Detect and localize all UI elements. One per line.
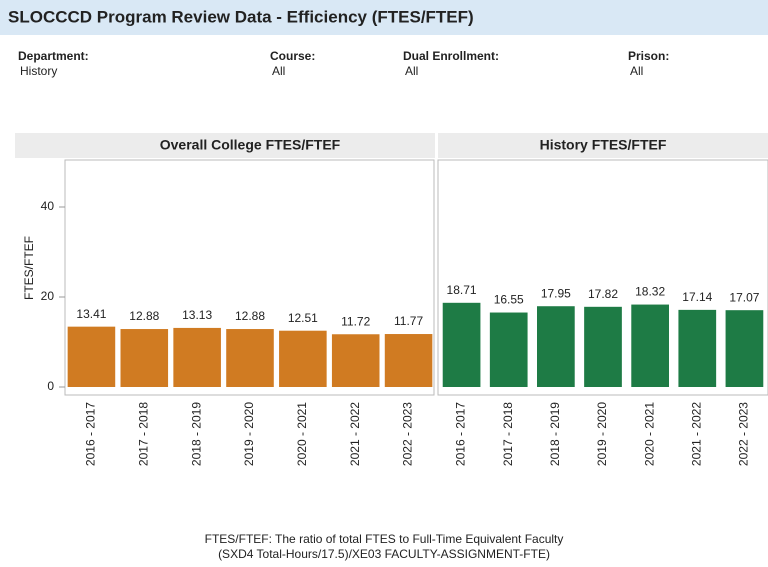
bar [279,330,327,387]
filter-label: Course: [270,49,315,63]
data-label: 12.88 [129,309,159,323]
filter-value[interactable]: History [20,64,57,78]
data-label: 18.71 [447,283,477,297]
bar [537,306,575,387]
x-tick-label: 2019 - 2020 [595,402,609,466]
x-tick-label: 2018 - 2019 [548,402,562,466]
data-label: 11.72 [341,314,370,328]
bar [584,306,622,387]
x-tick-label: 2019 - 2020 [242,402,256,466]
bar [120,329,169,387]
data-label: 13.13 [182,308,212,322]
y-tick-label: 40 [41,199,55,213]
data-label: 17.82 [588,287,618,301]
x-tick-label: 2022 - 2023 [737,402,751,466]
data-label: 13.41 [76,307,106,321]
footnote: FTES/FTEF: The ratio of total FTES to Fu… [205,532,564,546]
bar [725,310,764,387]
bar [226,329,274,387]
x-tick-label: 2016 - 2017 [454,402,468,466]
data-label: 17.95 [541,286,571,300]
bar [442,302,481,387]
data-label: 12.51 [288,311,318,325]
panel-header [15,133,435,158]
filter-value[interactable]: All [630,64,643,78]
filter-label: Prison: [628,49,669,63]
y-tick-label: 20 [41,289,55,303]
data-label: 12.88 [235,309,265,323]
x-tick-label: 2021 - 2022 [689,402,703,466]
panel-frame [437,159,768,396]
title-bar [0,0,768,35]
chart-title: Overall College FTES/FTEF [160,137,341,153]
x-tick-label: 2020 - 2021 [642,402,656,466]
x-tick-label: 2018 - 2019 [189,402,203,466]
footnote: (SXD4 Total-Hours/17.5)/XE03 FACULTY-ASS… [218,547,550,561]
filter-value[interactable]: All [272,64,285,78]
x-tick-label: 2016 - 2017 [84,402,98,466]
chart-title: History FTES/FTEF [540,137,667,153]
data-label: 18.32 [635,285,665,299]
panel-frame [64,159,435,396]
data-label: 17.07 [729,290,759,304]
bar [173,327,221,387]
x-tick-label: 2020 - 2021 [295,402,309,466]
bar [489,312,528,387]
panel-header [438,133,768,158]
bar [384,334,433,387]
page-title: SLOCCCD Program Review Data - Efficiency… [8,7,474,26]
bar [67,326,116,387]
x-tick-label: 2017 - 2018 [136,402,150,466]
bar [631,304,669,387]
data-label: 16.55 [494,293,524,307]
filter-label: Dual Enrollment: [403,49,499,63]
filter-value[interactable]: All [405,64,418,78]
x-tick-label: 2022 - 2023 [401,402,415,466]
y-axis-label: FTES/FTEF [22,236,36,300]
data-label: 17.14 [682,290,712,304]
bar [678,309,717,387]
bar [331,334,380,387]
y-tick-label: 0 [47,379,54,393]
x-tick-label: 2017 - 2018 [501,402,515,466]
data-label: 11.77 [394,314,423,328]
filter-label: Department: [18,49,89,63]
x-tick-label: 2021 - 2022 [348,402,362,466]
